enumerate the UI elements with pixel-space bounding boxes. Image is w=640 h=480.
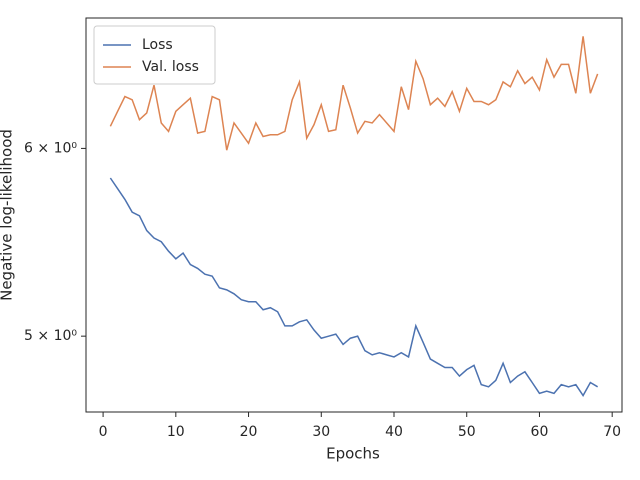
x-tick-label: 70 xyxy=(603,424,621,440)
x-tick-label: 0 xyxy=(99,424,108,440)
x-tick-label: 30 xyxy=(312,424,330,440)
x-axis-label: Epochs xyxy=(326,445,380,463)
plot-frame xyxy=(85,17,623,413)
y-tick-label: 6 × 10⁰ xyxy=(24,140,77,156)
x-tick-label: 10 xyxy=(167,424,185,440)
legend-label: Loss xyxy=(142,37,173,53)
line-series xyxy=(109,36,599,151)
legend-label: Val. loss xyxy=(142,59,199,75)
legend-box xyxy=(93,25,216,85)
x-tick-label: 50 xyxy=(458,424,476,440)
x-tick-label: 60 xyxy=(531,424,549,440)
line-series xyxy=(109,177,599,397)
y-axis-label: Negative log-likelihood xyxy=(0,129,16,301)
x-tick-label: 40 xyxy=(385,424,403,440)
y-tick-label: 5 × 10⁰ xyxy=(24,328,77,344)
x-tick-label: 20 xyxy=(240,424,258,440)
